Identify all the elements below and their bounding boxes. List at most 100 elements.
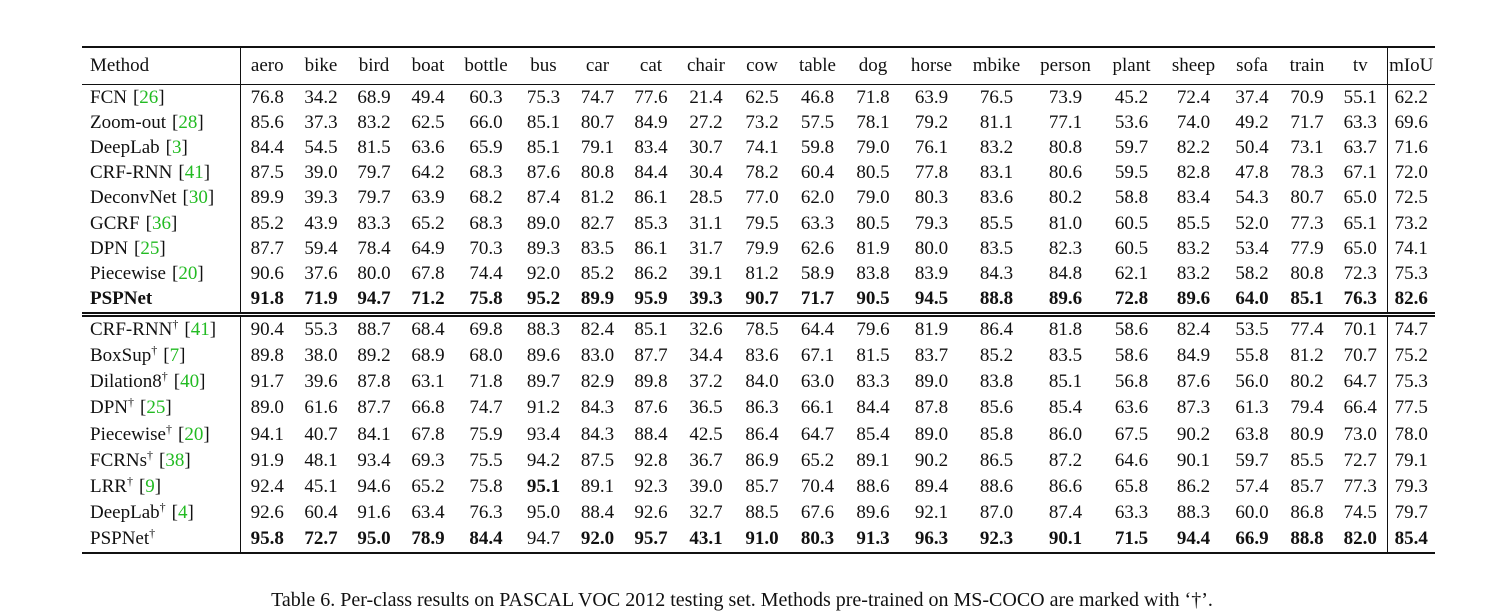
- score-cell: 74.1: [745, 136, 779, 158]
- score-cell: 92.1: [914, 502, 949, 524]
- score-cell: 85.3: [634, 212, 668, 234]
- cite-bracket: ]: [154, 475, 162, 497]
- column-header: chair: [678, 47, 734, 85]
- score-cell: 80.3: [914, 187, 949, 209]
- score-cell: 81.5: [357, 136, 391, 158]
- score-cell: 64.2: [411, 162, 445, 184]
- miou-cell: 73.2: [1386, 210, 1435, 237]
- score-cell: 68.2: [469, 187, 503, 209]
- score-cell: 66.8: [411, 397, 445, 419]
- score-cell: 85.7: [745, 475, 779, 497]
- score-cell: 83.2: [357, 111, 391, 133]
- score-cell: 87.7: [634, 344, 668, 366]
- score-cell: 73.2: [745, 111, 779, 133]
- score-cell: 90.7: [734, 286, 790, 317]
- score-cell: 90.1: [1176, 449, 1211, 471]
- score-cell: 78.5: [745, 318, 779, 340]
- method-cell: LRR† [9]: [82, 473, 241, 500]
- citation: 40: [180, 371, 200, 393]
- score-cell: 85.4: [1048, 397, 1083, 419]
- miou-cell: 79.7: [1386, 500, 1435, 527]
- cite-bracket: [: [145, 212, 152, 234]
- score-cell: 80.9: [1290, 423, 1324, 445]
- column-header: aero: [240, 47, 294, 85]
- score-cell: 59.8: [800, 136, 835, 158]
- score-cell: 72.7: [304, 528, 338, 550]
- score-cell: 63.6: [1114, 397, 1149, 419]
- score-cell: 84.9: [1176, 344, 1211, 366]
- score-cell: 82.0: [1343, 528, 1377, 550]
- method-cell: GCRF [36]: [82, 210, 241, 237]
- score-cell: 90.1: [1048, 528, 1083, 550]
- score-cell: 50.4: [1235, 136, 1269, 158]
- score-cell: 95.0: [526, 502, 561, 524]
- score-cell: 68.3: [469, 162, 503, 184]
- score-cell: 77.0: [745, 187, 779, 209]
- score-cell: 85.5: [979, 212, 1014, 234]
- cite-bracket: ]: [181, 136, 188, 158]
- score-cell: 95.0: [357, 528, 391, 550]
- score-cell: 78.3: [1290, 162, 1324, 184]
- score-cell: 86.4: [745, 423, 779, 445]
- score-cell: 65.0: [1343, 237, 1377, 259]
- score-cell: 75.3: [526, 86, 561, 108]
- citation: 41: [184, 162, 204, 184]
- score-cell: 71.9: [294, 286, 348, 317]
- score-cell: 92.0: [526, 262, 561, 284]
- method-cell: Piecewise [20]: [82, 261, 241, 287]
- score-cell: 81.2: [745, 262, 779, 284]
- score-cell: 84.3: [580, 397, 615, 419]
- cite-bracket: ]: [184, 449, 191, 471]
- score-cell: 87.6: [1176, 371, 1211, 393]
- score-cell: 89.6: [1163, 286, 1224, 317]
- miou-cell: 71.6: [1386, 135, 1435, 161]
- column-header: tv: [1334, 47, 1387, 85]
- score-cell: 62.1: [1114, 262, 1149, 284]
- score-cell: 91.3: [856, 528, 890, 550]
- score-cell: 84.4: [469, 528, 503, 550]
- table-row: PSPNet 91.8 71.9 94.7 71.2 75.8 95.2 89.9 95.9 39…: [82, 286, 1435, 317]
- miou-cell: 69.6: [1386, 110, 1435, 136]
- score-cell: 85.4: [856, 423, 890, 445]
- score-cell: 54.5: [304, 136, 338, 158]
- score-cell: 79.3: [914, 212, 949, 234]
- score-cell: 58.6: [1114, 318, 1149, 340]
- score-cell: 63.1: [411, 371, 445, 393]
- score-cell: 80.5: [856, 212, 890, 234]
- score-cell: 83.5: [1048, 344, 1083, 366]
- cite-bracket: ]: [203, 162, 211, 184]
- table-row: PSPNet† 95.8 72.7 95.0 78.9 84.4 94.7 92.0 95.7 4…: [82, 526, 1435, 554]
- score-cell: 21.4: [689, 86, 723, 108]
- score-cell: 96.3: [914, 528, 949, 550]
- score-cell: 87.0: [979, 502, 1014, 524]
- score-cell: 86.8: [1290, 502, 1324, 524]
- score-cell: 71.7: [790, 286, 845, 317]
- score-cell: 85.1: [526, 136, 561, 158]
- score-cell: 75.8: [456, 286, 516, 317]
- table-row: LRR† [9] 92.4 45.1 94.6 65.2 75.8 95.1 89.1 92.3 3…: [82, 473, 1435, 500]
- pretrained-mark: †: [161, 369, 168, 384]
- citation: 7: [169, 344, 180, 366]
- score-cell: 65.1: [1343, 212, 1377, 234]
- score-cell: 39.0: [689, 475, 723, 497]
- score-cell: 88.3: [526, 318, 561, 340]
- score-cell: 90.5: [845, 286, 901, 317]
- column-header: bike: [294, 47, 348, 85]
- score-cell: 79.1: [580, 136, 615, 158]
- score-cell: 76.3: [469, 502, 503, 524]
- score-cell: 83.6: [979, 187, 1014, 209]
- score-cell: 79.7: [357, 187, 391, 209]
- score-cell: 89.9: [250, 187, 284, 209]
- score-cell: 62.5: [745, 86, 779, 108]
- cite-bracket: ]: [207, 187, 215, 209]
- score-cell: 92.3: [634, 475, 668, 497]
- score-cell: 87.6: [526, 162, 561, 184]
- score-cell: 57.4: [1235, 475, 1269, 497]
- score-cell: 67.6: [800, 502, 835, 524]
- score-cell: 63.0: [800, 371, 835, 393]
- score-cell: 80.7: [1290, 187, 1324, 209]
- score-cell: 63.8: [1235, 423, 1269, 445]
- score-cell: 80.2: [1290, 371, 1324, 393]
- score-cell: 66.1: [800, 397, 835, 419]
- score-cell: 83.8: [979, 371, 1014, 393]
